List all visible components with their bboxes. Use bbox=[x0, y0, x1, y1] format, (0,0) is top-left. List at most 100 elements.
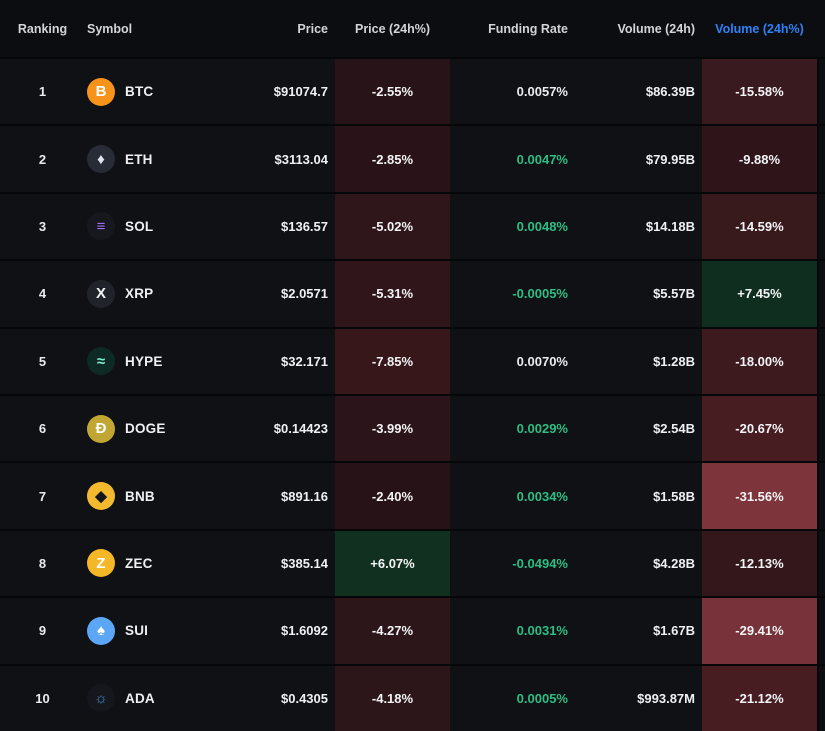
price-change-cell: -2.55% bbox=[335, 59, 450, 125]
column-header-symbol[interactable]: Symbol bbox=[87, 21, 133, 36]
price-cell: $3113.04 bbox=[274, 151, 328, 167]
symbol-cell: B BTC bbox=[85, 59, 250, 124]
price-change-cell: -7.85% bbox=[335, 328, 450, 394]
coin-symbol: ADA bbox=[125, 690, 155, 706]
volume-change-cell: -12.13% bbox=[702, 530, 817, 597]
symbol-cell: X XRP bbox=[85, 261, 250, 326]
coin-symbol: ZEC bbox=[125, 555, 153, 571]
ranking-cell: 6 bbox=[38, 421, 47, 437]
column-header-funding-rate[interactable]: Funding Rate bbox=[488, 21, 568, 36]
funding-rate-cell: -0.0005% bbox=[512, 286, 568, 302]
row-edge bbox=[817, 193, 825, 260]
funding-rate-cell: 0.0034% bbox=[516, 488, 568, 504]
table-row[interactable]: 4 X XRP $2.0571 -5.31% -0.0005% $5.57B +… bbox=[0, 259, 825, 327]
row-edge bbox=[817, 126, 825, 192]
price-cell: $891.16 bbox=[281, 488, 328, 504]
volume-cell: $79.95B bbox=[645, 151, 695, 167]
symbol-cell: Ð DOGE bbox=[85, 396, 250, 461]
row-edge bbox=[817, 463, 825, 529]
price-change-cell: -4.27% bbox=[335, 598, 450, 664]
funding-rate-cell: 0.0048% bbox=[516, 218, 568, 234]
doge-icon: Ð bbox=[87, 414, 115, 443]
ranking-cell: 2 bbox=[38, 151, 47, 167]
volume-change-cell: -18.00% bbox=[702, 328, 817, 394]
table-row[interactable]: 10 ☼ ADA $0.4305 -4.18% 0.0005% $993.87M… bbox=[0, 663, 825, 731]
symbol-cell: ♦ ETH bbox=[85, 126, 250, 191]
volume-cell: $5.57B bbox=[653, 286, 695, 302]
ranking-cell: 10 bbox=[35, 690, 50, 706]
header-edge bbox=[817, 0, 825, 57]
symbol-cell: ≡ SOL bbox=[85, 194, 250, 259]
price-cell: $2.0571 bbox=[281, 286, 328, 302]
table-row[interactable]: 6 Ð DOGE $0.14423 -3.99% 0.0029% $2.54B … bbox=[0, 393, 825, 462]
funding-rate-cell: 0.0047% bbox=[516, 151, 568, 167]
funding-rate-cell: -0.0494% bbox=[512, 555, 568, 571]
price-change-cell: -2.85% bbox=[335, 126, 450, 192]
volume-change-cell: -14.59% bbox=[702, 193, 817, 260]
ranking-cell: 3 bbox=[38, 218, 47, 234]
ranking-cell: 8 bbox=[38, 555, 47, 571]
volume-change-cell: +7.45% bbox=[702, 261, 817, 327]
coin-symbol: ETH bbox=[125, 151, 153, 167]
volume-cell: $2.54B bbox=[653, 421, 695, 437]
table-row[interactable]: 8 Z ZEC $385.14 +6.07% -0.0494% $4.28B -… bbox=[0, 528, 825, 597]
symbol-cell: Z ZEC bbox=[85, 531, 250, 596]
volume-change-cell: -31.56% bbox=[702, 463, 817, 529]
price-cell: $1.6092 bbox=[281, 623, 328, 639]
xrp-icon: X bbox=[87, 279, 115, 308]
column-header-price[interactable]: Price bbox=[297, 21, 328, 36]
zec-icon: Z bbox=[87, 549, 115, 578]
column-header-ranking[interactable]: Ranking bbox=[17, 21, 68, 36]
table-row[interactable]: 7 ◆ BNB $891.16 -2.40% 0.0034% $1.58B -3… bbox=[0, 461, 825, 529]
price-cell: $385.14 bbox=[281, 555, 328, 571]
ranking-cell: 4 bbox=[38, 286, 47, 302]
row-edge bbox=[817, 530, 825, 597]
column-header-volume[interactable]: Volume (24h) bbox=[617, 21, 695, 36]
price-change-cell: -2.40% bbox=[335, 463, 450, 529]
volume-cell: $993.87M bbox=[637, 690, 695, 706]
volume-change-cell: -29.41% bbox=[702, 598, 817, 664]
funding-rate-cell: 0.0070% bbox=[516, 353, 568, 369]
table-row[interactable]: 2 ♦ ETH $3113.04 -2.85% 0.0047% $79.95B … bbox=[0, 124, 825, 192]
symbol-cell: ◆ BNB bbox=[85, 463, 250, 528]
coin-symbol: XRP bbox=[125, 286, 154, 302]
row-edge bbox=[817, 598, 825, 664]
row-edge bbox=[817, 261, 825, 327]
table-row[interactable]: 9 ♠ SUI $1.6092 -4.27% 0.0031% $1.67B -2… bbox=[0, 596, 825, 664]
coin-symbol: HYPE bbox=[125, 353, 163, 369]
symbol-cell: ☼ ADA bbox=[85, 666, 250, 731]
volume-cell: $14.18B bbox=[645, 218, 695, 234]
sol-icon: ≡ bbox=[87, 212, 115, 241]
price-cell: $0.14423 bbox=[273, 421, 328, 437]
coin-symbol: DOGE bbox=[125, 421, 166, 437]
price-cell: $91074.7 bbox=[273, 84, 328, 100]
column-header-price-change[interactable]: Price (24h%) bbox=[354, 21, 431, 36]
table-row[interactable]: 5 ≈ HYPE $32.171 -7.85% 0.0070% $1.28B -… bbox=[0, 326, 825, 394]
volume-change-cell: -15.58% bbox=[702, 59, 817, 125]
volume-change-cell: -9.88% bbox=[702, 126, 817, 192]
volume-cell: $1.58B bbox=[653, 488, 695, 504]
hype-icon: ≈ bbox=[87, 347, 115, 376]
eth-icon: ♦ bbox=[87, 145, 115, 174]
volume-change-cell: -21.12% bbox=[702, 665, 817, 731]
row-edge bbox=[817, 59, 825, 125]
symbol-cell: ≈ HYPE bbox=[85, 329, 250, 394]
price-change-cell: -5.31% bbox=[335, 261, 450, 327]
ada-icon: ☼ bbox=[87, 684, 115, 713]
volume-cell: $1.67B bbox=[653, 623, 695, 639]
table-row[interactable]: 3 ≡ SOL $136.57 -5.02% 0.0048% $14.18B -… bbox=[0, 191, 825, 260]
volume-change-cell: -20.67% bbox=[702, 395, 817, 462]
coin-symbol: SOL bbox=[125, 218, 154, 234]
price-change-cell: +6.07% bbox=[335, 530, 450, 597]
funding-rate-cell: 0.0005% bbox=[516, 690, 568, 706]
ranking-cell: 7 bbox=[38, 488, 47, 504]
ranking-cell: 9 bbox=[38, 623, 47, 639]
column-header-volume-change[interactable]: Volume (24h%) bbox=[715, 21, 804, 36]
row-edge bbox=[817, 665, 825, 731]
funding-rate-cell: 0.0029% bbox=[516, 421, 568, 437]
price-change-cell: -4.18% bbox=[335, 665, 450, 731]
funding-rate-cell: 0.0031% bbox=[516, 623, 568, 639]
table-row[interactable]: 1 B BTC $91074.7 -2.55% 0.0057% $86.39B … bbox=[0, 57, 825, 125]
symbol-cell: ♠ SUI bbox=[85, 598, 250, 663]
